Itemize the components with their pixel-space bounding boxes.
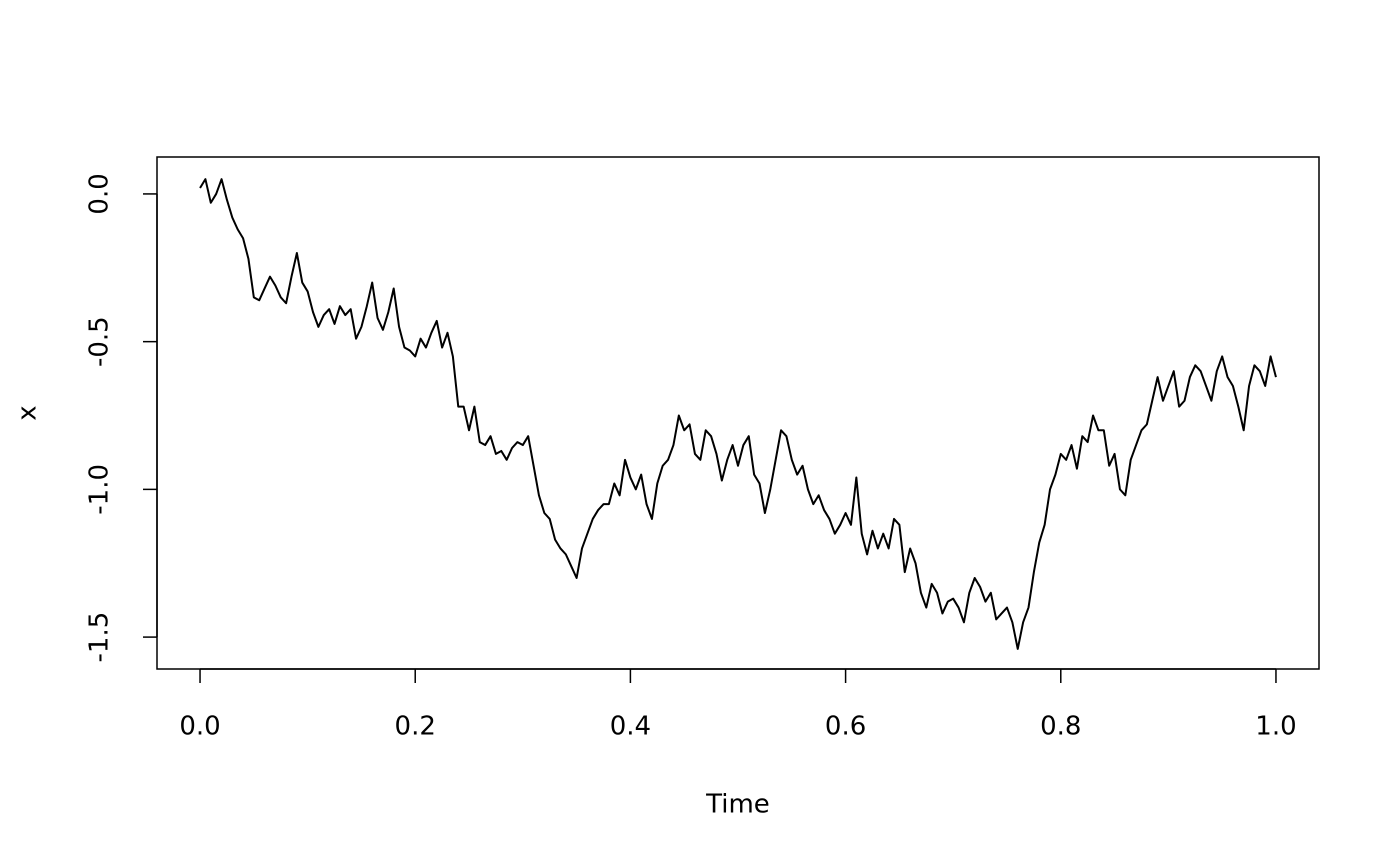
data-line xyxy=(199,178,1277,650)
y-axis-label: x xyxy=(13,405,43,420)
x-tick-label: 0.0 xyxy=(179,712,220,742)
x-tick-label: 0.2 xyxy=(395,712,436,742)
y-tick-label: -1.5 xyxy=(85,612,115,663)
y-tick-label: 0.0 xyxy=(85,173,115,214)
x-axis-label: Time xyxy=(705,790,770,820)
x-tick-label: 0.4 xyxy=(610,712,651,742)
x-tick-label: 1.0 xyxy=(1255,712,1296,742)
plot-box xyxy=(156,156,1320,670)
y-tick-label: -0.5 xyxy=(85,316,115,367)
x-tick-label: 0.8 xyxy=(1040,712,1081,742)
x-tick-label: 0.6 xyxy=(825,712,866,742)
y-tick-label: -1.0 xyxy=(85,464,115,515)
